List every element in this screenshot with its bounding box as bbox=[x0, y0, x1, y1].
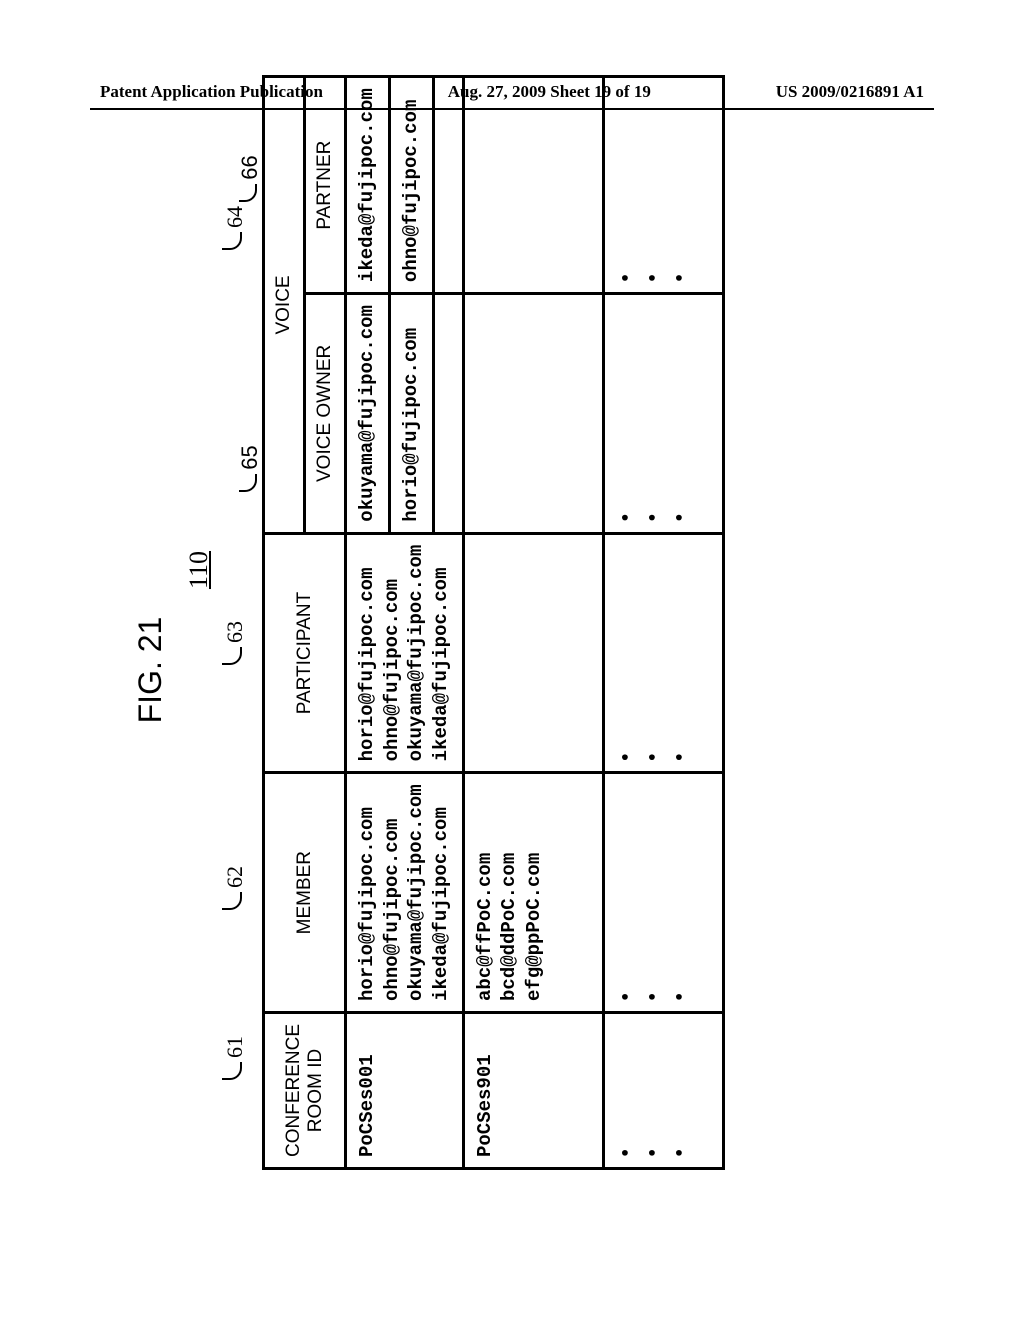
callout-61: 61 bbox=[222, 1036, 248, 1080]
header-partner: PARTNER bbox=[305, 77, 346, 294]
cell-partner bbox=[433, 77, 463, 294]
table-row: PoCSes901 abc@ffPoC.com bcd@ddPoC.com ef… bbox=[463, 77, 603, 1169]
top-callouts: 61 62 63 64 bbox=[222, 170, 262, 1170]
cell-voice-owner: okuyama@fujipoc.com bbox=[346, 294, 390, 534]
cell-dots: • • • bbox=[603, 77, 723, 294]
cell-voice-owner bbox=[433, 294, 463, 534]
figure-inner: FIG. 21 110 61 62 63 64 CONFERENCE ROOM … bbox=[132, 170, 892, 1170]
cell-partner: ohno@fujipoc.com bbox=[389, 77, 433, 294]
header-participant: PARTICIPANT bbox=[264, 533, 346, 773]
cell-dots: • • • bbox=[603, 294, 723, 534]
figure-title: FIG. 21 bbox=[132, 170, 169, 1170]
header-conference-room-id: CONFERENCE ROOM ID bbox=[264, 1012, 346, 1168]
cell-member: abc@ffPoC.com bcd@ddPoC.com efg@ppPoC.co… bbox=[463, 773, 603, 1013]
table-row: PoCSes001 horio@fujipoc.com ohno@fujipoc… bbox=[346, 77, 390, 1169]
table-header-row-1: CONFERENCE ROOM ID MEMBER PARTICIPANT 65… bbox=[264, 77, 305, 1169]
cell-partner: ikeda@fujipoc.com bbox=[346, 77, 390, 294]
figure-reference-number: 110 bbox=[184, 170, 214, 970]
callout-65: 65 bbox=[237, 445, 263, 491]
cell-conf-id: PoCSes001 bbox=[346, 1012, 464, 1168]
callout-64: 64 bbox=[222, 206, 248, 250]
callout-63: 63 bbox=[222, 621, 248, 665]
header-voice-owner: VOICE OWNER bbox=[305, 294, 346, 534]
figure-rotated-container: FIG. 21 110 61 62 63 64 CONFERENCE ROOM … bbox=[12, 290, 1012, 1050]
conference-table: CONFERENCE ROOM ID MEMBER PARTICIPANT 65… bbox=[262, 75, 725, 1170]
cell-participant: horio@fujipoc.com ohno@fujipoc.com okuya… bbox=[346, 533, 464, 773]
cell-dots: • • • bbox=[603, 773, 723, 1013]
cell-partner bbox=[463, 77, 603, 294]
header-right: US 2009/0216891 A1 bbox=[776, 82, 924, 102]
cell-member: horio@fujipoc.com ohno@fujipoc.com okuya… bbox=[346, 773, 464, 1013]
cell-conf-id: PoCSes901 bbox=[463, 1012, 603, 1168]
cell-dots: • • • bbox=[603, 533, 723, 773]
cell-dots: • • • bbox=[603, 1012, 723, 1168]
cell-voice-owner: horio@fujipoc.com bbox=[389, 294, 433, 534]
table-row-dots: • • • • • • • • • • • • • • • bbox=[603, 77, 723, 1169]
cell-voice-owner bbox=[463, 294, 603, 534]
header-voice: 65 66 VOICE bbox=[264, 77, 305, 533]
header-member: MEMBER bbox=[264, 773, 346, 1013]
cell-participant bbox=[463, 533, 603, 773]
callout-66: 66 bbox=[237, 155, 263, 201]
callout-62: 62 bbox=[222, 866, 248, 910]
